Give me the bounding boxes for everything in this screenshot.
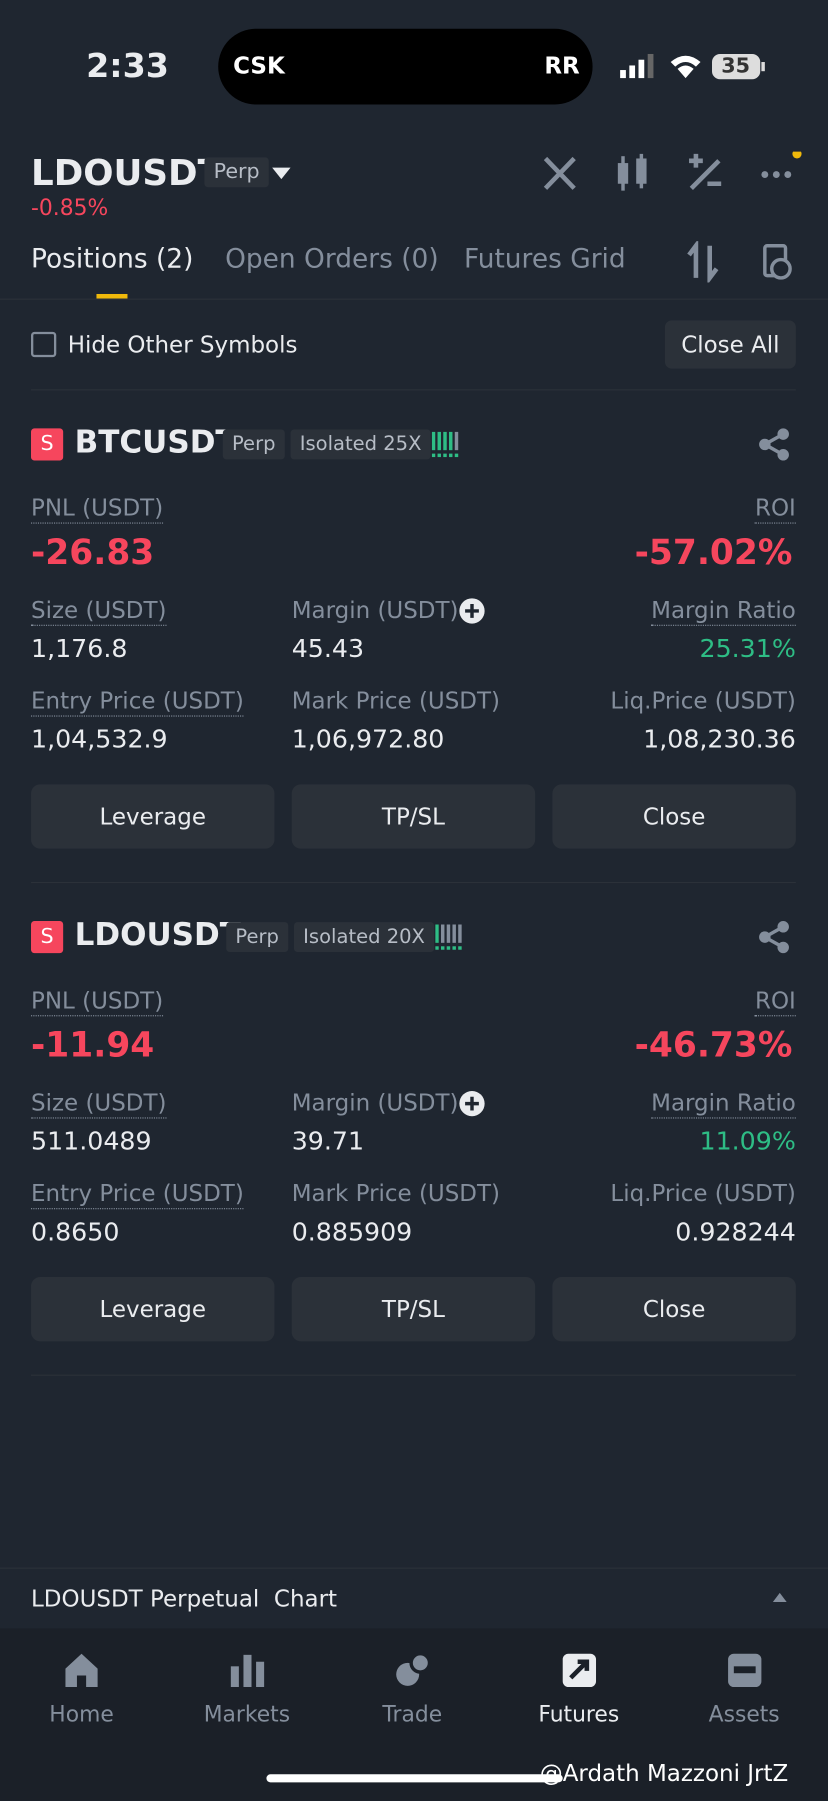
field-value: 39.71 — [291, 1127, 365, 1157]
add-margin-icon — [459, 1090, 485, 1117]
add-margin-icon — [459, 598, 485, 624]
price-change: -0.85% — [31, 195, 109, 221]
field-value: 11.09% — [699, 1127, 796, 1157]
tab[interactable]: Open Orders (0) — [225, 244, 439, 275]
field-value: 1,04,532.9 — [31, 725, 168, 755]
chart-bar-arrow[interactable] — [772, 1592, 788, 1603]
divider — [31, 389, 796, 391]
field-label: Margin (USDT) — [291, 1088, 459, 1117]
nav-label[interactable]: Markets — [203, 1701, 291, 1728]
position-mode: Isolated 25X — [290, 429, 431, 460]
field-value: 0.928244 — [675, 1218, 796, 1248]
share-icon — [759, 428, 789, 461]
position-type: Perp — [226, 922, 289, 953]
dynamic-island — [218, 28, 593, 105]
pnl-value: -26.83 — [31, 532, 155, 574]
close-all-button[interactable]: Close All — [664, 320, 796, 369]
pnl-value: -11.94 — [31, 1025, 155, 1066]
field-label: Mark Price (USDT) — [291, 686, 501, 715]
nav-label[interactable]: Home — [49, 1701, 114, 1728]
action-button[interactable]: Close — [552, 784, 796, 849]
symbol-tag: Perp — [204, 157, 269, 188]
field-label: Margin Ratio — [651, 1089, 796, 1119]
chart-bar-label[interactable]: LDOUSDT Perpetual Chart — [31, 1584, 338, 1613]
field-value: 511.0489 — [31, 1127, 152, 1157]
nav-label[interactable]: Assets — [708, 1701, 780, 1728]
chart-bar-top — [0, 1567, 828, 1569]
side-badge: S — [31, 921, 64, 954]
nav-icon — [396, 1651, 432, 1686]
position-symbol[interactable]: LDOUSDT — [74, 917, 241, 954]
nav-icon — [562, 1653, 597, 1687]
battery: 35 — [721, 53, 750, 79]
action-button[interactable]: Close — [552, 1277, 796, 1342]
action-button[interactable]: TP/SL — [291, 1277, 536, 1342]
field-label: Size (USDT) — [31, 596, 167, 626]
divider — [31, 881, 796, 884]
tab-underline — [96, 293, 128, 299]
tab-icons[interactable] — [684, 241, 799, 283]
pnl-label: PNL (USDT) — [31, 494, 164, 524]
field-value: 1,06,972.80 — [291, 725, 445, 755]
field-value: 1,176.8 — [31, 635, 128, 664]
island-left: CSK — [233, 51, 285, 80]
watermark: @Ardath Mazzoni JrtZ — [539, 1759, 789, 1787]
risk-bars — [431, 431, 459, 458]
field-value: 0.885909 — [291, 1218, 413, 1248]
field-value: 25.31% — [699, 635, 796, 664]
position-type: Perp — [222, 429, 285, 460]
field-label: Entry Price (USDT) — [31, 687, 244, 717]
position-mode: Isolated 20X — [293, 922, 435, 953]
side-badge: S — [31, 428, 64, 461]
share-icon — [759, 921, 789, 954]
roi-value: -57.02% — [634, 532, 793, 574]
field-label: Mark Price (USDT) — [291, 1179, 501, 1207]
field-label: Liq.Price (USDT) — [610, 686, 796, 715]
roi-label: ROI — [755, 986, 796, 1017]
island-right: RR — [544, 51, 580, 80]
nav-label[interactable]: Trade — [382, 1701, 443, 1728]
field-value: 45.43 — [291, 635, 365, 664]
tab[interactable]: Positions (2) — [31, 244, 194, 275]
action-button[interactable]: TP/SL — [291, 784, 536, 849]
symbol[interactable]: LDOUSDT — [31, 152, 222, 195]
tabs-divider — [0, 298, 828, 300]
risk-bars — [435, 924, 462, 950]
tab[interactable]: Futures Grid — [463, 244, 626, 275]
divider — [31, 1374, 796, 1376]
field-label: Size (USDT) — [31, 1089, 167, 1119]
roi-value: -46.73% — [634, 1025, 793, 1066]
field-label: Margin (USDT) — [291, 596, 459, 624]
checkbox[interactable] — [31, 331, 57, 358]
status-icons — [620, 53, 765, 80]
nav-icon — [230, 1654, 265, 1687]
nav-label[interactable]: Futures — [538, 1701, 620, 1728]
action-button[interactable]: Leverage — [31, 784, 275, 849]
header-icons[interactable] — [540, 151, 804, 198]
time: 2:33 — [86, 45, 169, 85]
dropdown-icon[interactable] — [271, 165, 292, 181]
field-label: Liq.Price (USDT) — [610, 1179, 796, 1207]
nav-icon — [728, 1653, 762, 1687]
nav-icon — [65, 1653, 98, 1687]
filter-label[interactable]: Hide Other Symbols — [67, 330, 298, 359]
home-indicator — [266, 1774, 563, 1783]
field-label: Margin Ratio — [651, 596, 796, 626]
roi-label: ROI — [755, 494, 796, 524]
action-button[interactable]: Leverage — [31, 1277, 275, 1342]
field-label: Entry Price (USDT) — [31, 1179, 244, 1210]
field-value: 0.8650 — [31, 1218, 120, 1248]
pnl-label: PNL (USDT) — [31, 986, 164, 1017]
field-value: 1,08,230.36 — [643, 725, 796, 755]
position-symbol[interactable]: BTCUSDT — [74, 424, 237, 461]
